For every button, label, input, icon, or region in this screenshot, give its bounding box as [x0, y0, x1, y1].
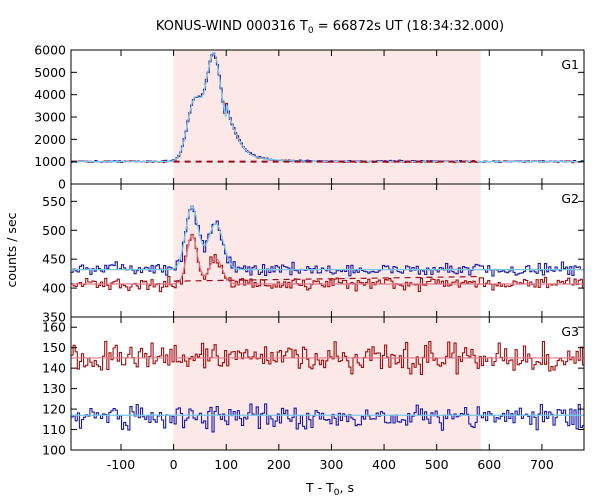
- y-tick-label: 130: [42, 381, 66, 396]
- fit-curve-g1: [71, 51, 584, 163]
- y-tick-label: 5000: [34, 65, 66, 80]
- y-tick-label: 100: [42, 443, 66, 458]
- shaded-interval: [173, 50, 481, 184]
- x-axis-label: T - T0, s: [305, 480, 354, 498]
- x-tick-label: 600: [477, 457, 501, 472]
- y-tick-label: 400: [42, 281, 66, 296]
- panel-g2: 350 400 450 500 550 G2: [42, 183, 585, 325]
- fit-curve-red-g2: [72, 233, 584, 285]
- series-blue-g3: [71, 403, 584, 433]
- panel-frame: [70, 316, 585, 451]
- shaded-interval: [173, 317, 481, 450]
- panel-series: [71, 51, 584, 164]
- y-tick-label: 1000: [34, 154, 66, 169]
- y-tick-label: 160: [42, 320, 66, 335]
- panel-g3: 100 110 120 130 140 150 160 G3: [42, 316, 585, 458]
- panel-series: [71, 340, 584, 433]
- y-tick-label: 4000: [34, 87, 66, 102]
- y-tick-label: 550: [42, 194, 66, 209]
- y-tick-label: 2000: [34, 132, 66, 147]
- x-tick-label: 200: [267, 457, 291, 472]
- panel-label: G1: [561, 57, 579, 72]
- x-tick-label: 300: [320, 457, 344, 472]
- fit-curve-blue-g2: [72, 204, 584, 271]
- x-tick-label: 700: [530, 457, 554, 472]
- y-tick-label: 3000: [34, 110, 66, 125]
- shaded-interval: [173, 184, 481, 317]
- xlabel-suffix: , s: [340, 480, 354, 495]
- series-red-g3: [71, 340, 584, 376]
- xlabel-prefix: T - T: [305, 480, 334, 495]
- panel-label: G2: [561, 191, 579, 206]
- y-tick-label: 350: [42, 310, 66, 325]
- y-tick-label: 110: [42, 422, 66, 437]
- title-suffix: = 66872s UT (18:34:32.000): [314, 19, 504, 34]
- y-tick-label: 450: [42, 252, 66, 267]
- background-level-g2: [173, 275, 481, 282]
- x-tick-label: -100: [107, 457, 135, 472]
- x-axis-ticks: -100 0 100 200 300 400 500 600 700: [107, 457, 554, 472]
- y-tick-label: 140: [42, 361, 66, 376]
- panel-series: [71, 204, 584, 293]
- y-tick-label: 500: [42, 223, 66, 238]
- title-subscript: 0: [308, 26, 314, 36]
- x-tick-label: 500: [425, 457, 449, 472]
- panels-layer: 0100020003000400050006000G13504004505005…: [34, 43, 585, 472]
- x-tick-label: 100: [214, 457, 238, 472]
- chart-title: KONUS-WIND 000316 T0 = 66872s UT (18:34:…: [156, 19, 504, 36]
- y-tick-label: 120: [42, 402, 66, 417]
- y-tick-label: 150: [42, 340, 66, 355]
- panel-label: G3: [561, 324, 579, 339]
- y-axis-label: counts / sec: [4, 212, 19, 287]
- y-tick-label: 0: [58, 177, 66, 192]
- title-prefix: KONUS-WIND 000316 T: [156, 19, 308, 34]
- series-red-g2: [71, 233, 584, 293]
- y-tick-label: 6000: [34, 43, 66, 58]
- x-tick-label: 400: [372, 457, 396, 472]
- panel-g1: 0 1000 2000 3000 4000 5000 6000 G1: [34, 43, 585, 192]
- x-tick-label: 0: [170, 457, 178, 472]
- xlabel-subscript: 0: [334, 488, 340, 498]
